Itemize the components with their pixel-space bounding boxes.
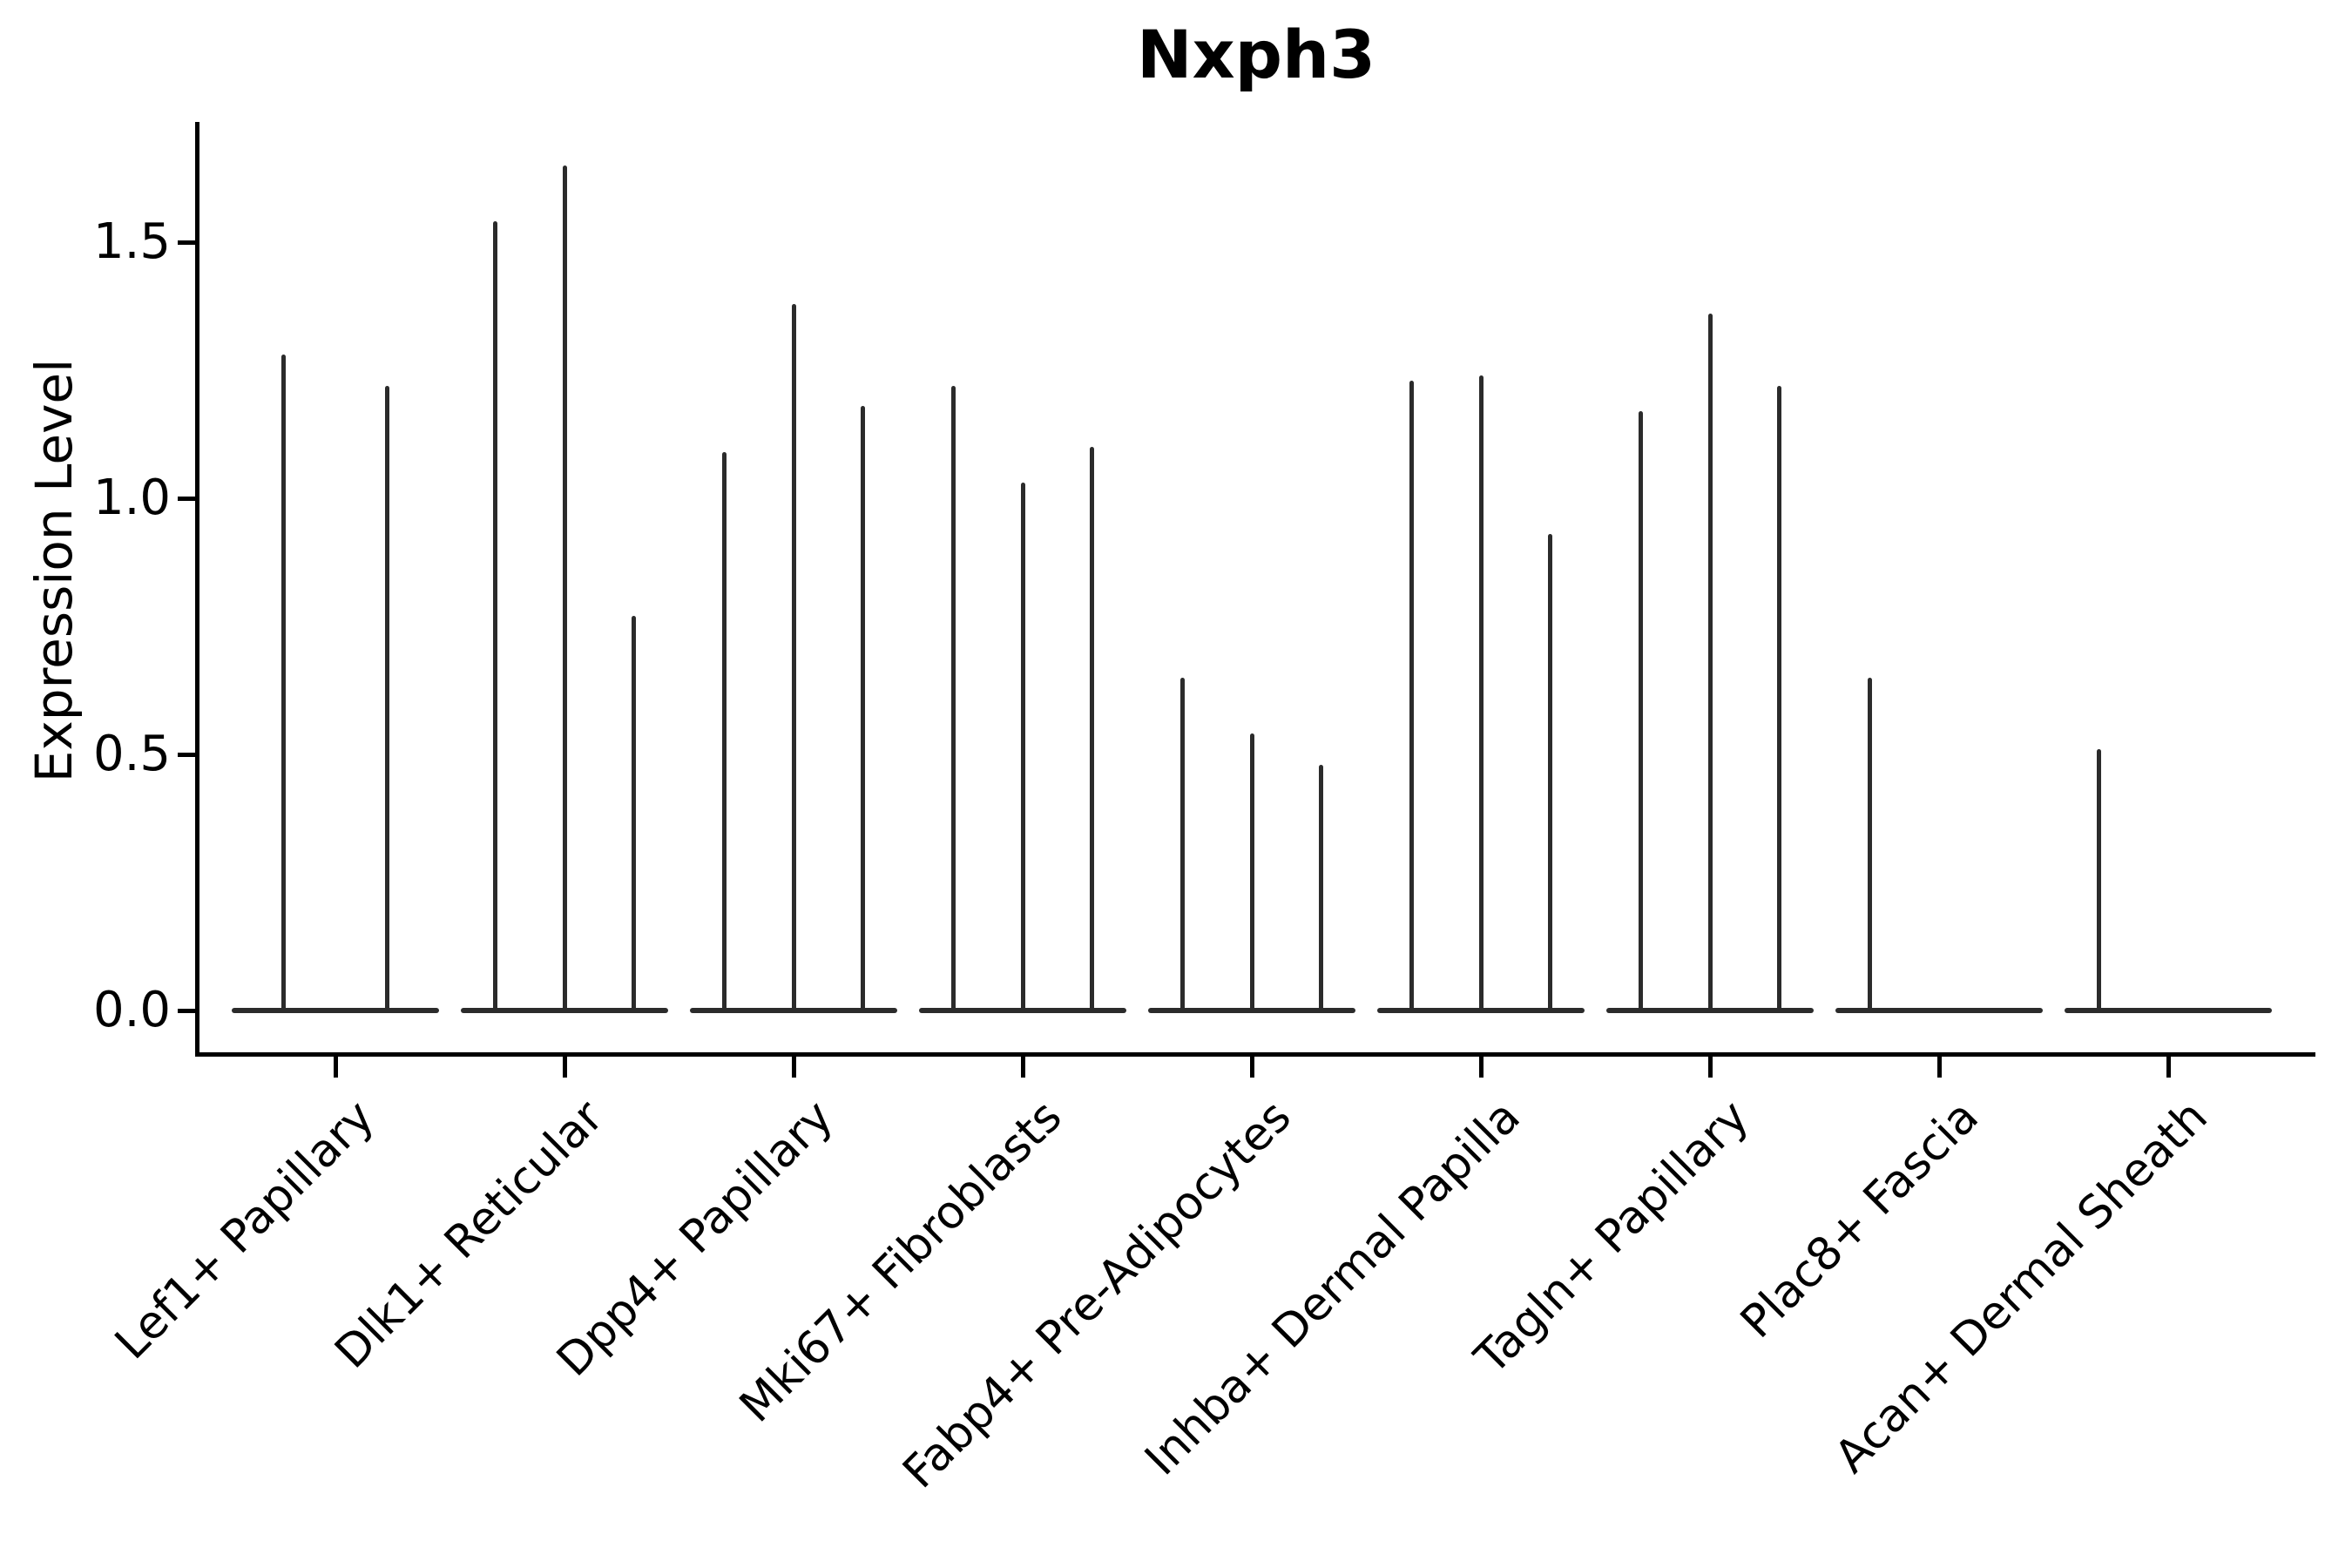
- violin-spike: [281, 355, 286, 1013]
- violin-spike: [1868, 678, 1873, 1013]
- y-tick-label: 1.0: [92, 470, 171, 526]
- y-tick-label: 0.5: [92, 726, 171, 782]
- y-axis-spine: [195, 122, 199, 1057]
- x-tick: [334, 1057, 338, 1078]
- violin-spike: [1776, 386, 1781, 1013]
- violin-spike: [2097, 749, 2102, 1013]
- x-tick: [1937, 1057, 1942, 1078]
- violin-spike: [1409, 381, 1415, 1013]
- violin-spike: [1707, 314, 1713, 1013]
- x-axis-spine: [195, 1052, 2315, 1057]
- violin-spike: [385, 386, 389, 1013]
- violin-baseline: [2065, 1008, 2272, 1013]
- y-tick-label: 1.5: [92, 213, 171, 270]
- x-tick: [1708, 1057, 1713, 1078]
- violin-spike: [791, 304, 796, 1013]
- x-tick-label: Fabp4+ Pre-Adipocytes: [893, 1091, 1301, 1499]
- y-tick-label: 0.0: [92, 982, 171, 1038]
- x-tick-label: Acan+ Dermal Sheath: [1824, 1091, 2218, 1484]
- violin-spike: [951, 386, 956, 1013]
- x-tick: [1021, 1057, 1025, 1078]
- violin-spike: [1318, 765, 1323, 1013]
- violin-spike: [860, 406, 865, 1013]
- violin-baseline: [232, 1008, 439, 1013]
- violin-spike: [1089, 447, 1094, 1013]
- violin-spike: [1639, 411, 1644, 1013]
- violin-baseline: [1835, 1008, 2043, 1013]
- y-axis-label: Expression Level: [24, 358, 84, 783]
- violin-spike: [631, 616, 636, 1013]
- y-tick: [178, 1009, 195, 1013]
- x-tick: [1250, 1057, 1254, 1078]
- violin-spike: [1249, 733, 1254, 1013]
- x-tick: [2166, 1057, 2171, 1078]
- x-tick-label: Inhba+ Dermal Papilla: [1134, 1091, 1531, 1486]
- violin-spike: [493, 221, 498, 1013]
- x-tick: [563, 1057, 567, 1078]
- violin-spike: [1020, 483, 1025, 1013]
- x-tick-label: Plac8+ Fascia: [1730, 1091, 1989, 1348]
- x-tick: [1479, 1057, 1484, 1078]
- violin-spike: [562, 166, 567, 1013]
- chart-title: Nxph3: [1136, 16, 1375, 93]
- y-tick: [178, 753, 195, 757]
- violin-spike: [1547, 534, 1552, 1013]
- x-tick: [792, 1057, 796, 1078]
- y-tick: [178, 240, 195, 245]
- y-tick: [178, 497, 195, 501]
- violin-spike: [722, 452, 727, 1013]
- violin-spike: [1180, 678, 1186, 1013]
- violin-spike: [1478, 375, 1484, 1013]
